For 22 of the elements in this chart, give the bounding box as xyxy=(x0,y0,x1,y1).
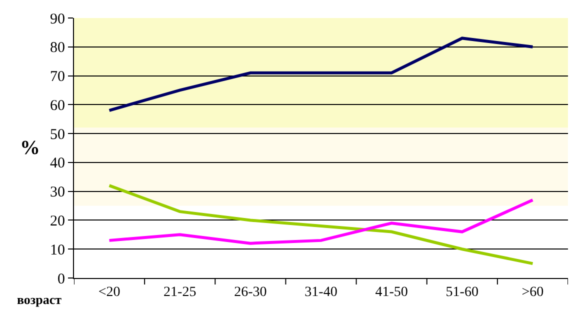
line-series xyxy=(108,184,534,266)
y-tick-label: 60 xyxy=(50,98,65,114)
y-tick-label: 70 xyxy=(50,69,65,86)
y-tick-label: 20 xyxy=(50,213,65,230)
y-tick-label: 40 xyxy=(50,156,65,172)
y-axis-title: % xyxy=(20,137,40,159)
x-axis-title: возраст xyxy=(17,292,62,307)
x-tick-label: 26-30 xyxy=(234,284,267,300)
y-tick-label: 90 xyxy=(50,11,65,28)
x-tick-label: 41-50 xyxy=(375,284,408,300)
y-tick-label: 10 xyxy=(50,242,65,258)
x-tick-label: 21-25 xyxy=(164,284,196,300)
x-tick-label: <20 xyxy=(98,284,120,300)
y-tick-label: 50 xyxy=(50,126,65,143)
x-tick-label: 31-40 xyxy=(304,284,338,300)
line-series xyxy=(108,198,534,245)
y-tick-label: 80 xyxy=(50,40,65,56)
line-series xyxy=(108,36,534,112)
x-tick-label: 51-60 xyxy=(446,284,478,300)
y-tick-label: 30 xyxy=(50,184,65,201)
x-tick-label: >60 xyxy=(522,284,544,300)
y-tick-label: 0 xyxy=(58,271,65,288)
